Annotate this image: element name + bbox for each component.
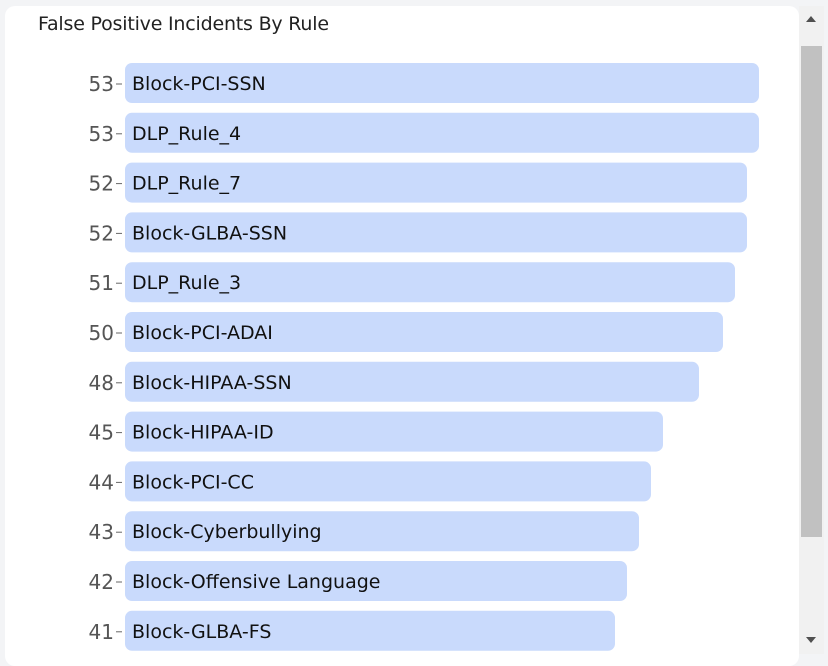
bar-label: Block-PCI-SSN <box>132 73 266 95</box>
scroll-down-arrow-icon[interactable] <box>806 637 816 643</box>
bar-label: Block-PCI-ADAI <box>132 322 273 344</box>
tick-label: 53 <box>89 122 114 146</box>
bar <box>125 361 699 402</box>
scrollbar-thumb[interactable] <box>801 46 822 537</box>
chart-card: False Positive Incidents By Rule 53 Block… <box>5 6 799 666</box>
bar-label: Block-PCI-CC <box>132 471 254 493</box>
bar <box>125 162 747 203</box>
bar-label: Block-GLBA-SSN <box>132 222 287 244</box>
scroll-up-arrow-icon[interactable] <box>806 16 816 22</box>
bar <box>125 411 663 452</box>
tick-label: 50 <box>89 321 114 345</box>
bar <box>125 212 747 253</box>
bar-label: DLP_Rule_7 <box>132 173 241 195</box>
tick-label: 41 <box>89 620 114 644</box>
tick-label: 51 <box>89 271 114 295</box>
tick-label: 52 <box>89 172 114 196</box>
bar-label: DLP_Rule_3 <box>132 272 241 294</box>
tick-label: 45 <box>89 421 114 445</box>
bar <box>125 610 615 651</box>
tick-label: 53 <box>89 72 114 96</box>
tick-label: 44 <box>89 470 114 494</box>
bar <box>125 63 759 103</box>
bar-chart: 53 Block-PCI-SSN 53 DLP_Rule_4 52 DLP_Rule_7 5… <box>89 63 759 651</box>
tick-label: 42 <box>89 570 114 594</box>
bar <box>125 461 651 502</box>
tick-label: 52 <box>89 221 114 245</box>
chart-title: False Positive Incidents By Rule <box>38 13 329 35</box>
bar <box>125 312 723 352</box>
bar-label: Block-Offensive Language <box>132 571 380 593</box>
bar <box>125 262 735 303</box>
tick-label: 48 <box>89 371 114 395</box>
bar-label: Block-GLBA-FS <box>132 621 271 643</box>
bar <box>125 112 759 153</box>
bar-label: Block-HIPAA-SSN <box>132 372 292 394</box>
bar-label: Block-HIPAA-ID <box>132 422 274 444</box>
bar <box>125 561 627 601</box>
vertical-scrollbar[interactable] <box>799 6 824 654</box>
bar-label: Block-Cyberbullying <box>132 521 322 543</box>
bar-label: DLP_Rule_4 <box>132 123 241 145</box>
bar <box>125 511 639 552</box>
tick-label: 43 <box>89 520 114 544</box>
